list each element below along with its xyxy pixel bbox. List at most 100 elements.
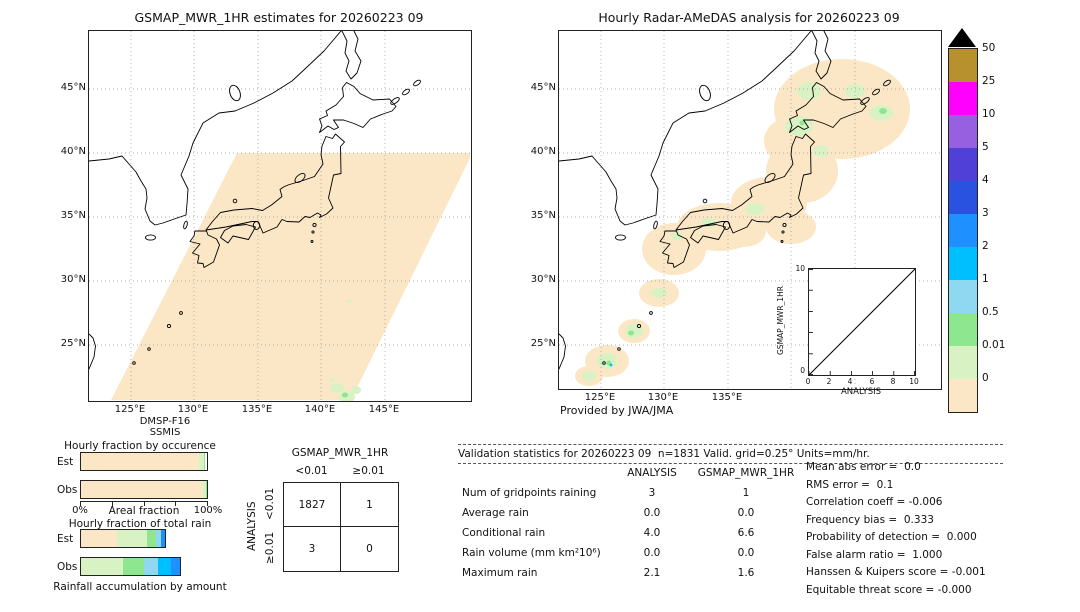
contingency-cell: 3 xyxy=(284,527,341,571)
colorbar-label: 50 xyxy=(982,42,996,54)
lat-tick: 25°N xyxy=(530,338,556,349)
score-line: False alarm ratio = 1.000 xyxy=(806,549,943,561)
axis-tick xyxy=(144,502,145,506)
bar-segment xyxy=(81,453,199,470)
colorbar-segment xyxy=(949,181,977,214)
stats-row-label: Conditional rain xyxy=(462,527,546,539)
lon-tick: 140°E xyxy=(304,404,336,415)
score-line: Correlation coeff = -0.006 xyxy=(806,496,943,508)
lat-tick: 45°N xyxy=(530,82,556,93)
colorbar-segment xyxy=(949,247,977,280)
colorbar-label: 3 xyxy=(982,207,989,219)
bar-segment xyxy=(81,481,203,498)
sensor-label: SSMIS xyxy=(149,427,181,438)
divider xyxy=(458,444,1003,445)
score-line: Probability of detection = 0.000 xyxy=(806,531,977,543)
stats-value-gsmap: 0.0 xyxy=(737,547,755,559)
stats-value-gsmap: 0.0 xyxy=(737,507,755,519)
bar-segment xyxy=(205,481,207,498)
bar-segment xyxy=(81,530,117,547)
gsmap-swath xyxy=(111,153,470,400)
lat-tick: 30°N xyxy=(60,274,86,285)
colorbar-label: 5 xyxy=(982,141,989,153)
colorbar-label: 0.01 xyxy=(982,339,1006,351)
occurrence-obs-label: Obs xyxy=(57,484,78,496)
contingency-row-header: <0.01 xyxy=(264,487,276,521)
inset-y-axis-label: GSMAP_MWR_1HR xyxy=(776,286,785,356)
contingency-side-label: ANALYSIS xyxy=(246,501,258,551)
left-map-canvas xyxy=(88,30,471,403)
inset-x-axis-label: ANALYSIS xyxy=(840,387,882,397)
bar-segment xyxy=(198,453,204,470)
lat-tick: 40°N xyxy=(530,146,556,157)
one-to-one-line xyxy=(808,268,916,376)
occurrence-bar-est xyxy=(80,452,208,471)
colorbar-overflow-triangle xyxy=(948,28,976,47)
lat-tick: 30°N xyxy=(530,274,556,285)
stats-value-analysis: 0.0 xyxy=(643,547,661,559)
rain-area-heavy xyxy=(609,363,613,367)
bar-segment xyxy=(122,558,145,575)
lon-tick: 145°E xyxy=(368,404,400,415)
colorbar-label: 0.5 xyxy=(982,306,999,318)
colorbar-segment xyxy=(949,148,977,181)
lon-tick: 135°E xyxy=(711,392,743,403)
contingency-col-header: ≥0.01 xyxy=(352,465,385,477)
colorbar-label: 0 xyxy=(982,372,989,384)
colorbar-segment xyxy=(949,280,977,313)
colorbar-segment xyxy=(949,214,977,247)
bar-segment xyxy=(81,558,123,575)
axis-tick xyxy=(175,502,176,506)
stats-row-label: Average rain xyxy=(462,507,529,519)
colorbar-label: 4 xyxy=(982,174,989,186)
lon-tick: 125°E xyxy=(584,392,616,403)
stats-value-analysis: 4.0 xyxy=(643,527,661,539)
stats-value-analysis: 0.0 xyxy=(643,507,661,519)
axis-min-label: 0% xyxy=(72,505,88,516)
occurrence-bar-obs xyxy=(80,480,208,499)
axis-tick xyxy=(112,502,113,506)
bar-segment xyxy=(158,558,172,575)
axis-tick xyxy=(207,502,208,506)
stats-value-gsmap: 1.6 xyxy=(737,567,755,579)
bar-segment xyxy=(117,530,148,547)
bar-segment xyxy=(202,481,206,498)
stats-col-gsmap: GSMAP_MWR_1HR xyxy=(697,467,795,479)
lat-tick: 25°N xyxy=(60,338,86,349)
inset-scatter-plot xyxy=(808,268,916,376)
inset-x-tick: 8 xyxy=(890,377,896,386)
right-map-canvas xyxy=(558,30,941,389)
score-line: Equitable threat score = -0.000 xyxy=(806,584,972,596)
inset-ticks xyxy=(808,269,915,375)
stats-row-label: Maximum rain xyxy=(462,567,538,579)
lat-tick: 35°N xyxy=(60,210,86,221)
right-map-title: Hourly Radar-AMeDAS analysis for 2026022… xyxy=(598,10,900,25)
stats-col-analysis: ANALYSIS xyxy=(627,467,677,479)
areal-fraction-axis xyxy=(80,501,208,507)
rain-areas-moderate xyxy=(606,108,887,366)
left-map-title: GSMAP_MWR_1HR estimates for 20260223 09 xyxy=(134,10,424,25)
inset-x-tick: 2 xyxy=(826,377,832,386)
total-rain-bar-obs xyxy=(80,557,182,576)
rain-cell-moderate xyxy=(342,392,348,398)
contingency-title: GSMAP_MWR_1HR xyxy=(291,447,389,459)
score-line: RMS error = 0.1 xyxy=(806,479,894,491)
inset-y-tick-top: 10 xyxy=(795,264,805,273)
rain-cells xyxy=(329,299,361,403)
gridlines xyxy=(89,31,471,401)
lon-tick: 130°E xyxy=(647,392,679,403)
colorbar-segment xyxy=(949,379,977,412)
stats-value-gsmap: 1 xyxy=(742,487,750,499)
score-line: Mean abs error = 0.0 xyxy=(806,461,921,473)
contingency-cell: 1827 xyxy=(284,483,341,527)
occurrence-chart-title: Hourly fraction by occurence xyxy=(64,440,216,452)
credit-text: Provided by JWA/JMA xyxy=(560,404,674,417)
colorbar-segment xyxy=(949,313,977,346)
bar-segment xyxy=(171,558,181,575)
stats-value-gsmap: 6.6 xyxy=(737,527,755,539)
stats-header: Validation statistics for 20260223 09 n=… xyxy=(458,448,870,460)
divider xyxy=(458,463,1003,464)
lon-tick: 125°E xyxy=(114,404,146,415)
lon-tick: 135°E xyxy=(241,404,273,415)
satellite-label: DMSP-F16 xyxy=(139,416,191,427)
